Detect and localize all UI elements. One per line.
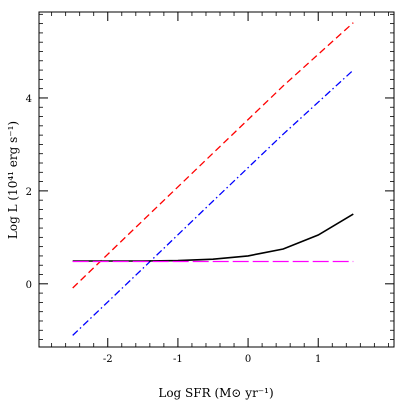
y-tick-label: 0 <box>26 280 32 291</box>
minor-ticks <box>39 12 394 347</box>
plot-frame <box>38 11 395 348</box>
x-tick-label: 1 <box>315 354 321 365</box>
series-line-3 <box>72 213 354 262</box>
major-ticks <box>39 12 394 347</box>
series-layer <box>72 22 354 336</box>
y-axis-title: Log L (10⁴¹ erg s⁻¹) <box>6 121 20 239</box>
series-line-2 <box>72 69 354 336</box>
x-axis-title: Log SFR (M⊙ yr⁻¹) <box>158 386 273 400</box>
y-tick-label: 2 <box>26 187 32 198</box>
series-line-1 <box>72 22 354 289</box>
x-tick-label: -2 <box>103 354 113 365</box>
y-tick-label: 4 <box>26 94 32 105</box>
x-tick-label: -1 <box>173 354 183 365</box>
x-tick-label: 0 <box>245 354 251 365</box>
tick-labels: -2 -1 0 1 0 2 4 <box>26 94 322 365</box>
